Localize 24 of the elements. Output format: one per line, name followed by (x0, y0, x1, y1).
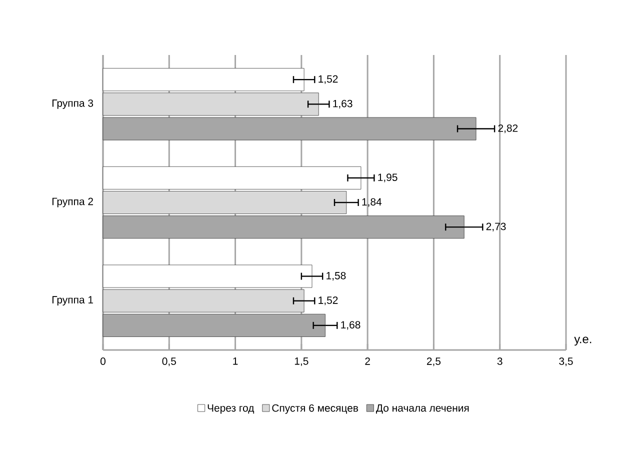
x-axis-title: у.е. (574, 336, 592, 346)
y-tick-label: Группа 3 (52, 99, 94, 109)
x-tick-label: 2,5 (426, 358, 441, 366)
y-tick-label: Группа 2 (52, 198, 93, 208)
data-label: 1,68 (341, 321, 360, 330)
data-label: 2,73 (486, 222, 506, 232)
x-tick-label: 2 (365, 358, 370, 365)
data-label: 1,52 (318, 75, 338, 84)
x-tick-label: 1,5 (294, 358, 308, 366)
data-label: 2,82 (498, 124, 518, 134)
data-label: 1,63 (333, 100, 352, 108)
x-tick-label: 3,5 (559, 358, 573, 366)
x-tick-label: 0 (100, 358, 106, 365)
legend-label: Спустя 6 месяцев (272, 404, 358, 414)
legend-label: До начала лечения (376, 404, 469, 414)
data-label: 1,52 (318, 296, 338, 306)
legend-label: Через год (208, 404, 254, 414)
data-label: 1,84 (362, 198, 382, 207)
data-label: 1,95 (378, 174, 398, 182)
x-tick-label: 1 (233, 358, 238, 365)
data-label: 1,58 (326, 272, 346, 281)
x-tick-label: 3 (497, 358, 502, 365)
x-tick-label: 0,5 (162, 358, 176, 366)
y-tick-label: Группа 1 (52, 296, 93, 306)
